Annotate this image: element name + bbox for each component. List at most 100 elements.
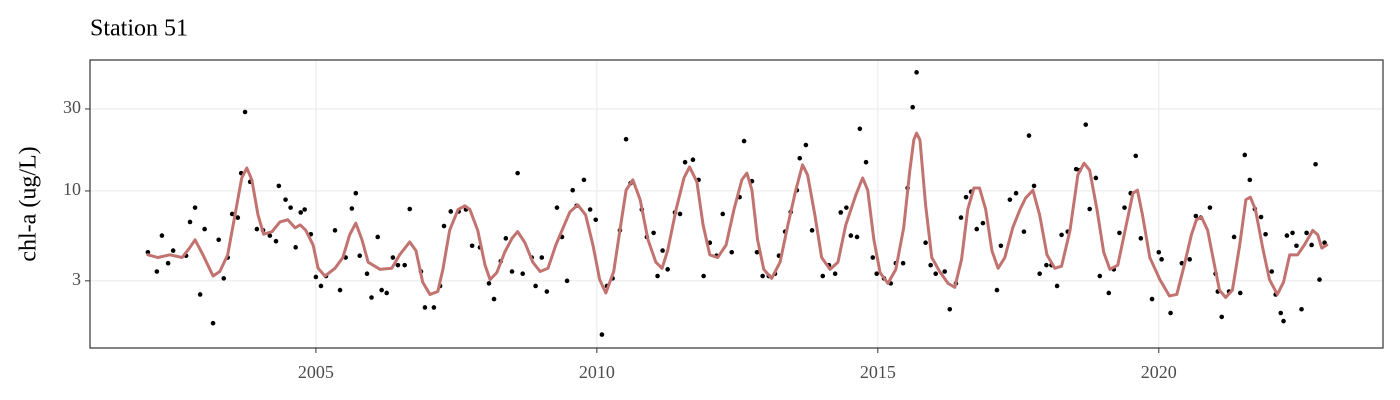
data-point xyxy=(1156,249,1162,255)
data-point xyxy=(1284,233,1290,238)
data-point xyxy=(942,269,947,274)
data-point xyxy=(302,207,307,212)
data-point xyxy=(870,255,876,260)
data-point xyxy=(729,249,735,255)
data-point xyxy=(276,183,282,189)
data-point xyxy=(1304,230,1309,236)
data-point xyxy=(441,223,447,229)
data-point xyxy=(655,273,660,279)
data-point xyxy=(570,187,575,193)
data-point xyxy=(958,215,964,220)
data-point xyxy=(267,233,273,238)
data-point xyxy=(1207,205,1213,210)
data-point xyxy=(1294,243,1299,249)
data-point xyxy=(210,320,216,326)
data-point xyxy=(832,271,838,277)
data-point xyxy=(1087,206,1092,212)
data-point xyxy=(332,228,338,233)
data-point xyxy=(701,273,706,279)
x-tick-label: 2020 xyxy=(1141,362,1177,382)
data-point xyxy=(384,290,389,296)
data-point xyxy=(192,205,198,210)
data-point xyxy=(165,260,171,266)
data-point xyxy=(933,271,939,277)
chart-title: Station 51 xyxy=(90,16,188,42)
data-point xyxy=(820,273,826,279)
data-point xyxy=(379,287,384,293)
data-point xyxy=(1309,242,1314,248)
data-point xyxy=(154,269,160,274)
data-point xyxy=(1054,283,1060,289)
trend-line xyxy=(146,131,1329,299)
data-point xyxy=(1083,122,1089,127)
y-axis-title: chl-a (ug/L) xyxy=(16,146,42,261)
data-point xyxy=(221,276,227,281)
data-point xyxy=(1237,290,1243,296)
data-point xyxy=(337,287,343,293)
data-point xyxy=(1290,230,1295,236)
data-point xyxy=(145,249,151,255)
data-point xyxy=(848,233,854,238)
data-point xyxy=(1122,205,1127,210)
data-point xyxy=(599,332,605,337)
data-point xyxy=(1026,133,1032,138)
data-point xyxy=(682,159,688,165)
data-point xyxy=(1322,240,1327,246)
data-point xyxy=(431,305,437,310)
data-point xyxy=(1117,230,1122,236)
data-point xyxy=(1299,306,1304,312)
data-point xyxy=(273,238,279,244)
data-point xyxy=(216,237,221,243)
data-point xyxy=(994,287,1000,293)
data-point xyxy=(998,243,1004,249)
data-point xyxy=(235,215,241,220)
data-point xyxy=(1242,152,1248,158)
data-point xyxy=(1159,257,1164,262)
y-tick-label: 30 xyxy=(63,97,81,117)
data-point xyxy=(1247,177,1253,183)
data-point xyxy=(900,260,906,266)
data-point xyxy=(914,70,919,75)
data-point xyxy=(469,243,475,249)
data-point xyxy=(1031,183,1037,189)
data-point xyxy=(1269,269,1275,274)
data-point xyxy=(402,262,407,268)
data-point xyxy=(564,278,570,284)
data-point xyxy=(720,211,726,217)
data-point xyxy=(874,271,880,277)
data-point xyxy=(298,210,304,215)
data-point xyxy=(491,296,497,302)
data-point xyxy=(593,217,599,223)
data-point xyxy=(375,234,381,240)
data-point xyxy=(1317,277,1322,282)
data-point xyxy=(170,248,176,253)
data-point xyxy=(797,155,803,161)
data-point xyxy=(974,226,980,232)
data-point xyxy=(486,281,492,286)
data-point xyxy=(581,177,587,183)
data-point xyxy=(760,273,765,279)
data-point xyxy=(1133,153,1139,159)
data-point xyxy=(554,205,560,210)
data-point xyxy=(520,271,525,277)
data-point xyxy=(1231,234,1237,240)
data-point xyxy=(283,197,288,202)
y-tick-label: 3 xyxy=(72,269,81,289)
y-tick-label: 10 xyxy=(63,179,81,199)
data-point xyxy=(844,205,849,210)
data-point xyxy=(665,267,670,272)
data-point xyxy=(515,170,520,176)
data-point xyxy=(544,289,550,294)
data-point xyxy=(963,194,969,200)
data-point xyxy=(1044,262,1049,268)
data-point xyxy=(229,211,235,217)
data-point xyxy=(422,305,428,310)
data-point xyxy=(349,206,355,211)
x-tick-label: 2005 xyxy=(298,362,334,382)
data-point xyxy=(533,283,538,289)
data-point xyxy=(254,226,260,232)
data-point xyxy=(863,159,869,165)
data-point xyxy=(838,210,844,215)
data-point xyxy=(1013,190,1019,196)
data-point xyxy=(910,104,915,110)
